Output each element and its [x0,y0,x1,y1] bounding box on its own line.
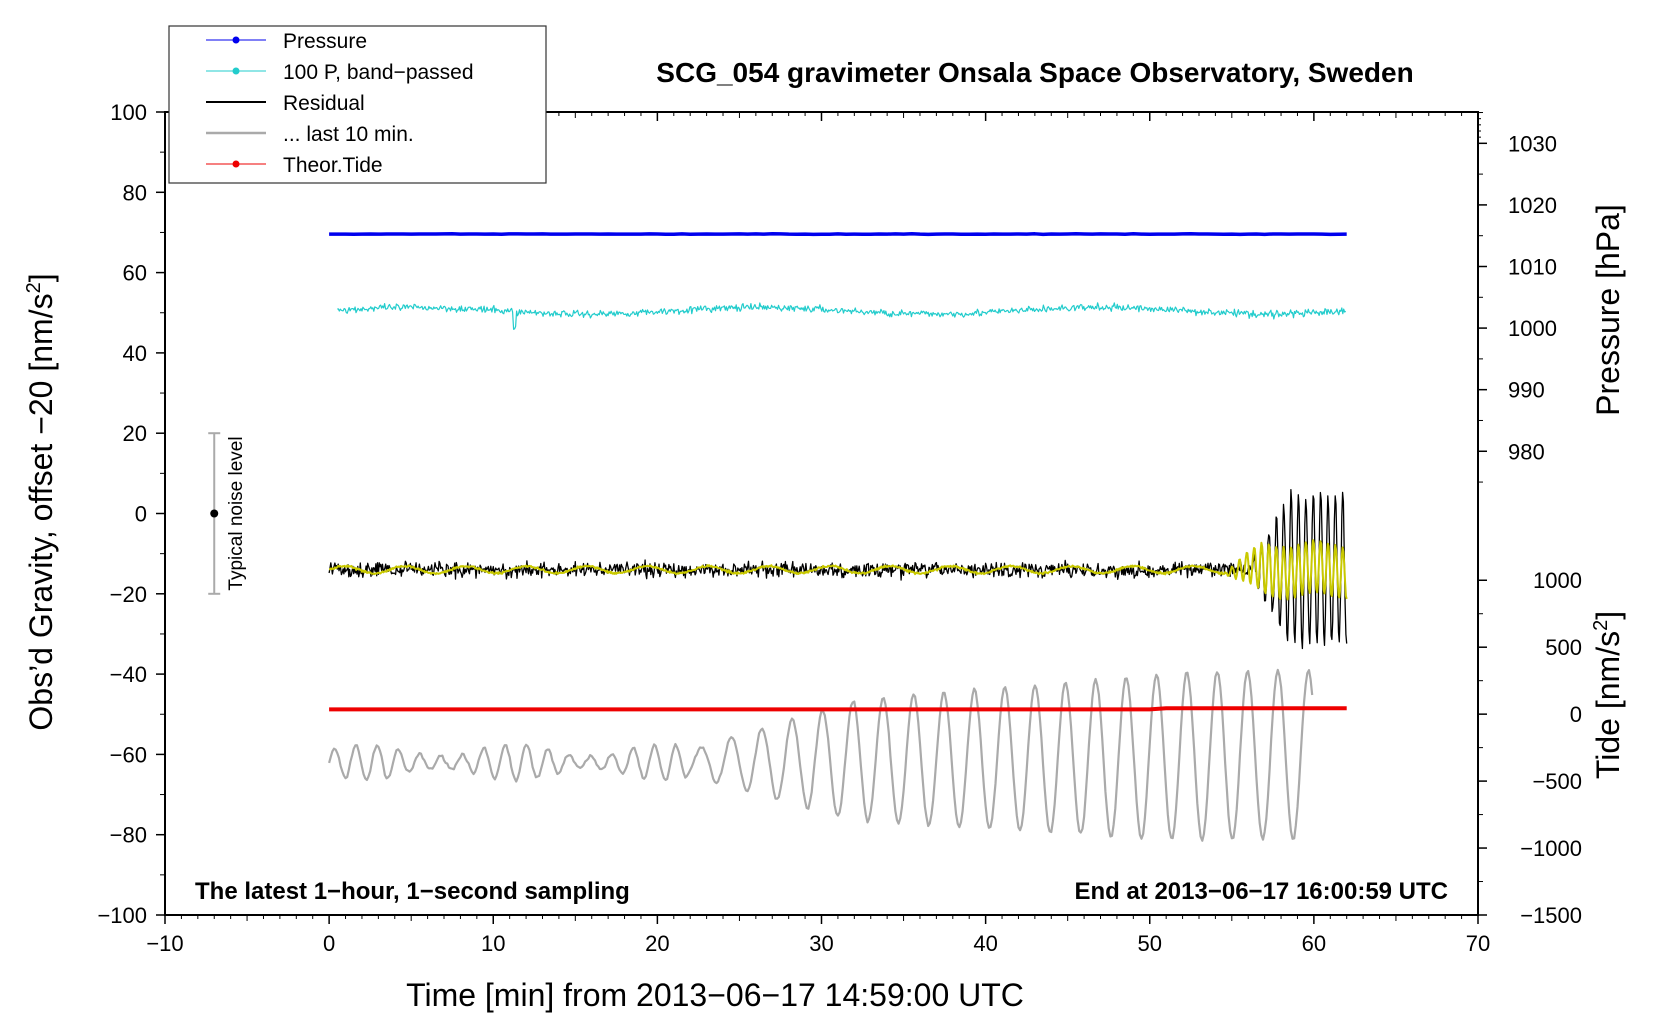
noise-indicator: Typical noise level [208,432,247,595]
x-tick-label: 20 [645,931,669,956]
y-tick-label: 60 [123,261,147,286]
pressure-axis-title: Pressure [hPa] [1590,204,1626,416]
series-pressure [329,232,1347,237]
y-axis-title: Obs’d Gravity, offset −20 [nm/s2] [23,273,59,730]
tide-axis-title-main: Tide [nm/s [1590,631,1626,779]
y-tick-label: −60 [110,742,147,767]
series-band-passed [337,302,1347,330]
noise-indicator-label: Typical noise level [226,436,247,590]
x-tick-label: 40 [973,931,997,956]
series-residual-smoothed [328,539,1348,601]
legend-marker-theor-tide [232,160,240,168]
y-tick-label: 80 [123,180,147,205]
y-axis-title-sup: 2 [23,282,45,293]
series-layer [328,232,1348,842]
x-tick-label: −10 [146,931,183,956]
tide-axis-title: Tide [nm/s2] [1590,611,1626,779]
legend-label-band-passed: 100 P, band−passed [283,61,474,84]
x-axis-title: Time [min] from 2013−06−17 14:59:00 UTC [406,977,1024,1013]
footnote-right: End at 2013−06−17 16:00:59 UTC [1074,878,1448,905]
x-tick-label: 0 [323,931,335,956]
y-tick-label: −80 [110,823,147,848]
legend-item-residual: Residual [206,92,365,115]
pressure-tick-label: 1030 [1508,131,1557,156]
pressure-tick-label: 1000 [1508,316,1557,341]
tide-axis-title-end: ] [1590,611,1626,620]
legend: Pressure 100 P, band−passed Residual ...… [168,25,547,184]
legend-item-last-10-min: ... last 10 min. [206,123,414,146]
legend-item-theor-tide: Theor.Tide [206,154,383,177]
y-tick-label: 40 [123,341,147,366]
legend-marker-pressure [232,36,240,44]
x-tick-label: 50 [1138,931,1162,956]
tide-tick-label: 500 [1545,635,1582,660]
x-tick-label: 60 [1302,931,1326,956]
series-theor-tide [329,706,1347,712]
tide-tick-label: 0 [1570,702,1582,727]
x-tick-label: 10 [481,931,505,956]
tide-tick-label: −1000 [1520,836,1582,861]
ticks-layer: −10 0 10 20 30 40 50 60 70−100−80−60−40−20020406… [97,100,1582,956]
y-tick-label: −40 [110,662,147,687]
y-tick-label: −20 [110,582,147,607]
legend-item-pressure: Pressure [206,30,367,53]
pressure-tick-label: 990 [1508,378,1545,403]
series-last-10-min [328,668,1314,842]
tide-tick-label: −500 [1532,769,1582,794]
y-axis-title-main: Obs’d Gravity, offset −20 [nm/s [23,293,59,730]
x-tick-label: 70 [1466,931,1490,956]
chart-title: SCG_054 gravimeter Onsala Space Observat… [656,57,1413,88]
pressure-tick-label: 1010 [1508,254,1557,279]
legend-box [168,25,547,184]
y-tick-label: 0 [135,502,147,527]
y-tick-label: 20 [123,421,147,446]
legend-label-pressure: Pressure [283,30,367,53]
y-tick-label: 100 [110,100,147,125]
legend-label-residual: Residual [283,92,365,115]
footnote-left: The latest 1−hour, 1−second sampling [195,878,630,905]
legend-label-last-10-min: ... last 10 min. [283,123,414,146]
legend-item-band-passed: 100 P, band−passed [206,61,474,84]
y-tick-label: −100 [97,903,147,928]
y-axis-title-end: ] [23,273,59,282]
legend-marker-band-passed [232,67,240,75]
tide-tick-label: −1500 [1520,903,1582,928]
legend-label-theor-tide: Theor.Tide [283,154,383,177]
tide-axis-title-sup: 2 [1590,620,1612,631]
pressure-tick-label: 1020 [1508,193,1557,218]
noise-indicator-center [210,509,219,518]
x-tick-label: 30 [809,931,833,956]
pressure-tick-label: 980 [1508,439,1545,464]
tide-tick-label: 1000 [1533,568,1582,593]
